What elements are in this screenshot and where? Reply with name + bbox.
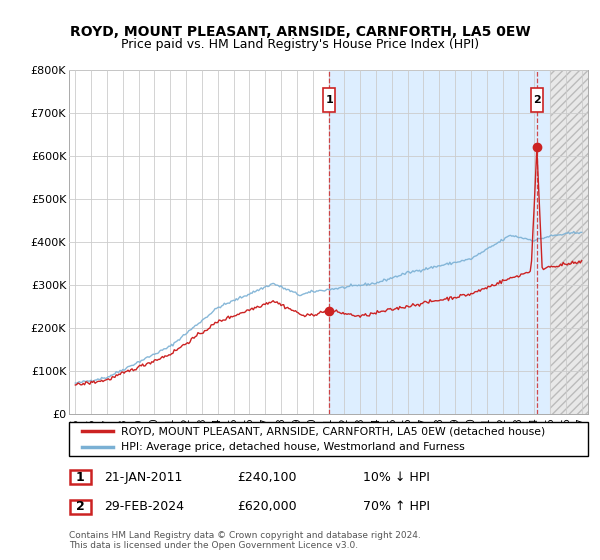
Text: 1: 1 — [325, 95, 333, 105]
Text: 2: 2 — [76, 500, 85, 514]
Text: 10% ↓ HPI: 10% ↓ HPI — [363, 470, 430, 484]
FancyBboxPatch shape — [70, 500, 91, 514]
Text: £620,000: £620,000 — [237, 500, 296, 514]
Text: 70% ↑ HPI: 70% ↑ HPI — [363, 500, 430, 514]
FancyBboxPatch shape — [323, 88, 335, 112]
Text: HPI: Average price, detached house, Westmorland and Furness: HPI: Average price, detached house, West… — [121, 442, 464, 452]
Bar — [550, 70, 588, 414]
Text: ROYD, MOUNT PLEASANT, ARNSIDE, CARNFORTH, LA5 0EW (detached house): ROYD, MOUNT PLEASANT, ARNSIDE, CARNFORTH… — [121, 426, 545, 436]
Bar — [550, 70, 588, 414]
Text: ROYD, MOUNT PLEASANT, ARNSIDE, CARNFORTH, LA5 0EW: ROYD, MOUNT PLEASANT, ARNSIDE, CARNFORTH… — [70, 25, 530, 39]
Text: 21-JAN-2011: 21-JAN-2011 — [104, 470, 182, 484]
FancyBboxPatch shape — [531, 88, 543, 112]
Text: 29-FEB-2024: 29-FEB-2024 — [104, 500, 184, 514]
Text: £240,100: £240,100 — [237, 470, 296, 484]
Bar — [329, 70, 550, 414]
FancyBboxPatch shape — [69, 422, 588, 456]
Text: Contains HM Land Registry data © Crown copyright and database right 2024.
This d: Contains HM Land Registry data © Crown c… — [69, 530, 421, 550]
Text: Price paid vs. HM Land Registry's House Price Index (HPI): Price paid vs. HM Land Registry's House … — [121, 38, 479, 51]
FancyBboxPatch shape — [70, 470, 91, 484]
Text: 1: 1 — [76, 470, 85, 484]
Text: 2: 2 — [533, 95, 541, 105]
